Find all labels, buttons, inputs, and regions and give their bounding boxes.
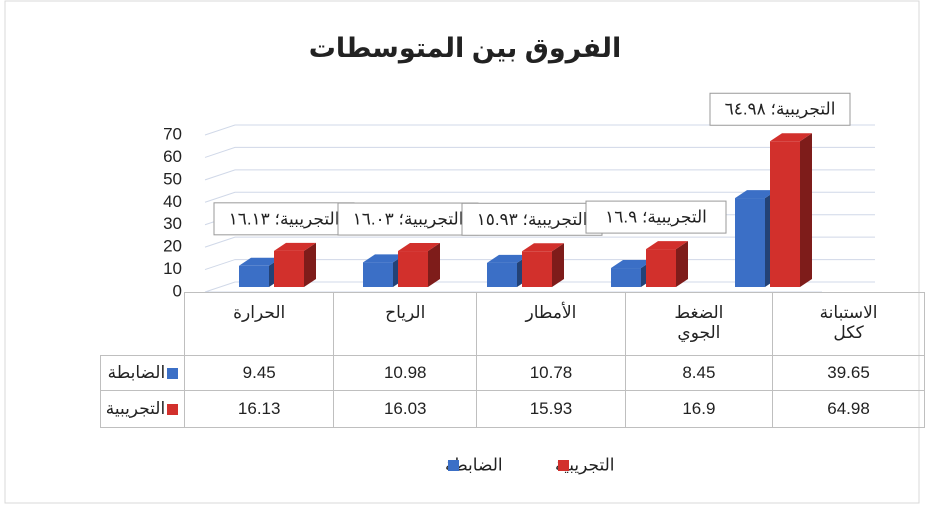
bar-front <box>239 265 269 287</box>
value-cell: 16.9 <box>624 390 774 428</box>
bar-front <box>363 262 393 287</box>
legend-key <box>558 460 569 471</box>
series-cell: التجريبية <box>99 390 186 428</box>
data-label: التجريبية؛ ٦٤.٩٨ <box>725 100 836 119</box>
value-cell: 10.78 <box>476 355 626 391</box>
category-cell: الاستبانة ككل <box>772 292 925 356</box>
table-row: الضابطة 9.45 10.98 10.78 8.45 39.65 <box>99 355 925 391</box>
category-cell: الأمطار <box>476 292 626 356</box>
bar-front <box>522 251 552 287</box>
bar <box>770 133 812 287</box>
bar-top <box>646 241 688 250</box>
bar-side <box>800 133 812 287</box>
data-label: التجريبية؛ ١٦.١٣ <box>229 209 340 228</box>
bar-side <box>428 243 440 287</box>
y-tick-label: 40 <box>163 192 182 211</box>
grid-line <box>204 124 875 136</box>
bar-top <box>363 254 405 263</box>
y-tick-label: 0 <box>173 281 182 300</box>
bar-top <box>398 243 440 252</box>
chart-border <box>4 0 920 504</box>
data-table: الحرارة الرياح الأمطار الضغط الجوي الاستبانة… <box>99 292 925 428</box>
data-label-box <box>585 200 727 234</box>
value-cell: 15.93 <box>476 390 626 428</box>
value-cell: 8.45 <box>624 355 774 391</box>
series-name: التجريبية <box>105 399 166 418</box>
value-cell: 9.45 <box>184 355 335 391</box>
series-key <box>167 404 179 416</box>
bar-front <box>487 262 517 287</box>
y-tick-label: 30 <box>163 214 182 233</box>
bar-front <box>611 268 641 287</box>
bar-top <box>611 260 653 269</box>
bar-side <box>552 243 564 287</box>
bar-side <box>676 241 688 287</box>
bar-top <box>487 254 529 263</box>
value-cell: 10.98 <box>333 355 478 391</box>
bar <box>274 242 316 287</box>
value-cell: 64.98 <box>772 390 925 428</box>
series-name: الضابطة <box>107 363 166 382</box>
y-tick-label: 70 <box>163 124 182 143</box>
bar-front <box>398 251 428 287</box>
bar-front <box>735 198 765 287</box>
series-key <box>167 368 179 380</box>
bar-top <box>274 242 316 251</box>
bar <box>735 190 777 287</box>
data-label: التجريبية؛ ١٥.٩٣ <box>477 210 588 229</box>
bar-front <box>770 141 800 287</box>
bar <box>522 243 564 287</box>
data-label-box <box>709 92 851 126</box>
bar-side <box>304 242 316 287</box>
value-cell: 16.03 <box>333 390 478 428</box>
data-label: التجريبية؛ ١٦.٠٣ <box>353 210 464 229</box>
category-cell: الرياح <box>333 292 478 356</box>
legend-label: الضابطة <box>445 455 503 474</box>
bar <box>398 243 440 287</box>
y-tick-label: 50 <box>163 169 182 188</box>
table-corner <box>101 293 185 356</box>
grid-line <box>204 169 875 181</box>
y-tick-label: 10 <box>163 259 182 278</box>
category-cell: الحرارة <box>184 292 335 356</box>
table-row: الحرارة الرياح الأمطار الضغط الجوي الاستبانة… <box>101 292 925 356</box>
grid-line <box>204 236 875 248</box>
value-cell: 16.13 <box>184 390 335 428</box>
data-label: التجريبية؛ ١٦.٩ <box>605 208 707 227</box>
table-row: التجريبية 16.13 16.03 15.93 16.9 64.98 <box>99 390 925 428</box>
chart-title: الفروق بين المتوسطات <box>309 33 622 64</box>
bar-top <box>239 257 281 266</box>
grid-line <box>204 146 875 158</box>
bar-top <box>522 243 564 252</box>
bar-front <box>646 249 676 287</box>
bar <box>646 241 688 287</box>
data-label-box <box>337 202 479 236</box>
legend-key <box>448 460 459 471</box>
bar-top <box>770 133 812 142</box>
grid-line <box>204 191 875 203</box>
legend-label: التجريبية <box>555 455 615 474</box>
y-tick-label: 20 <box>163 237 182 256</box>
category-cell: الضغط الجوي <box>624 292 774 356</box>
bar-top <box>735 190 777 199</box>
series-cell: الضابطة <box>99 355 186 391</box>
bar-front <box>274 250 304 287</box>
value-cell: 39.65 <box>772 355 925 391</box>
y-tick-label: 60 <box>163 147 182 166</box>
